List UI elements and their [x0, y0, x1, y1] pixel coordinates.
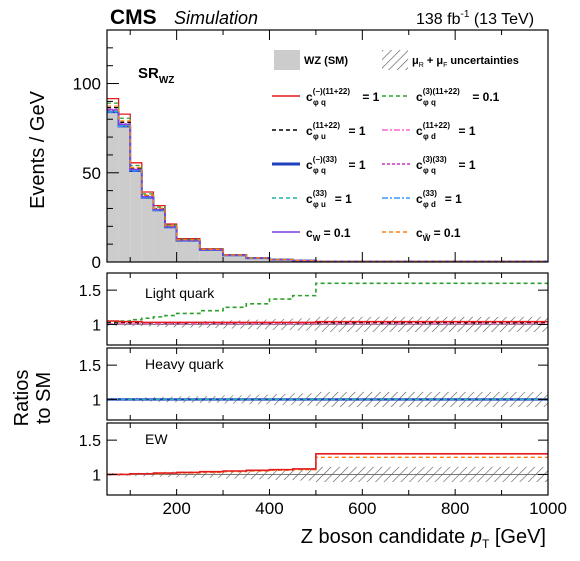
energy-label: (13 TeV): [469, 11, 534, 28]
y-tick-label: 100: [73, 75, 101, 94]
legend-label-9: cW̃ = 0.1: [416, 226, 461, 243]
y-tick-label: 0: [92, 253, 101, 272]
sm-bar: [141, 197, 154, 262]
legend-sm-label: WZ (SM): [304, 55, 348, 67]
region-label: SRWZ: [138, 65, 174, 86]
eft-curve-8: [107, 109, 548, 263]
legend-unc-label: μR + μF uncertainties: [412, 55, 519, 69]
legend-unc-text: uncertainties: [450, 55, 518, 67]
legend-label-1: c(3)(11+22) φ q = 0.1: [416, 87, 500, 107]
ratio-frame: [106, 422, 549, 496]
sm-bar: [107, 112, 119, 262]
main-frame: [106, 29, 549, 263]
xaxis-label: Z boson candidate pT [GeV]: [301, 526, 546, 551]
ratio-ylabel-line2: to SM: [33, 372, 55, 424]
ratio-curve-green: [107, 282, 548, 323]
ratio-panel-heavy: 11.5: [79, 347, 549, 421]
experiment-label: CMS: [110, 6, 157, 29]
main-panel: 0 50 100: [73, 29, 549, 272]
lumi-unit-sup: -1: [460, 9, 469, 20]
ratio-y-tick-label: 1: [92, 392, 101, 409]
sm-bar: [269, 259, 293, 262]
ratio-curve-red: [107, 453, 548, 476]
sm-bar: [153, 210, 166, 262]
xaxis-label-var: p: [470, 526, 482, 548]
legend-label-0: c(−)(11+22) φ q = 1: [306, 87, 380, 107]
ratio-y-tick-label: 1.5: [79, 358, 101, 375]
ratio-ylabel-line1: Ratios: [11, 370, 33, 427]
ratio-panel-light: 11.5: [79, 272, 549, 346]
x-tick-label: 600: [348, 499, 376, 518]
panel-label-heavy: Heavy quark: [145, 356, 225, 372]
panel-label-ew: EW: [145, 431, 168, 447]
ratio-y-tick-label: 1: [92, 317, 101, 334]
legend-label-4: c(−)(33) φ q = 1: [306, 155, 366, 175]
legend-sm-swatch: [274, 50, 300, 70]
ratio-panel-ew: 1 1.5 200 400 600 800 1000: [79, 422, 567, 518]
x-tick-label: 800: [441, 499, 469, 518]
legend: WZ (SM) μR + μF uncertainties c(−)(11+22…: [272, 50, 519, 243]
ratio-y-tick-label: 1: [92, 467, 101, 484]
legend-label-7: c(33) φ d = 1: [416, 189, 462, 209]
region-sub: WZ: [159, 75, 175, 86]
ratio-frame: [106, 272, 549, 346]
sm-bar: [176, 240, 200, 262]
legend-label-5: c(3)(33) φ q = 1: [416, 155, 476, 175]
sm-bar: [246, 258, 270, 262]
legend-label-3: c(11+22) φ d = 1: [416, 121, 476, 141]
xaxis-label-sub: T: [482, 537, 490, 551]
sm-bar: [130, 170, 142, 262]
x-tick-label: 200: [162, 499, 190, 518]
simulation-label: Simulation: [174, 8, 258, 28]
ratio-y-tick-label: 1.5: [79, 283, 101, 300]
sm-bar: [165, 227, 177, 262]
x-tick-label: 1000: [529, 499, 567, 518]
ratio-curve-red: [107, 320, 548, 324]
xaxis-label-text: Z boson candidate: [301, 526, 471, 548]
ratio-frame: [106, 347, 549, 421]
legend-label-2: c(11+22) φ u = 1: [306, 121, 366, 141]
y-tick-label: 50: [82, 164, 101, 183]
sm-bar: [223, 255, 247, 262]
ratio-y-tick-label: 1.5: [79, 433, 101, 450]
panel-label-light: Light quark: [145, 285, 215, 301]
lumi-value: 138 fb: [416, 11, 461, 28]
region-name: SR: [138, 65, 159, 82]
eft-curve-9: [107, 105, 548, 263]
main-ylabel: Events / GeV: [27, 90, 49, 208]
legend-unc-swatch: [382, 50, 408, 70]
legend-label-8: cW = 0.1: [306, 226, 351, 243]
x-tick-label: 400: [255, 499, 283, 518]
legend-label-6: c(33) φ u = 1: [306, 189, 352, 209]
xaxis-label-unit: [GeV]: [489, 526, 546, 548]
lumi-label: 138 fb-1 (13 TeV): [416, 9, 534, 28]
sm-bar: [199, 249, 224, 262]
sm-bar: [118, 126, 131, 262]
